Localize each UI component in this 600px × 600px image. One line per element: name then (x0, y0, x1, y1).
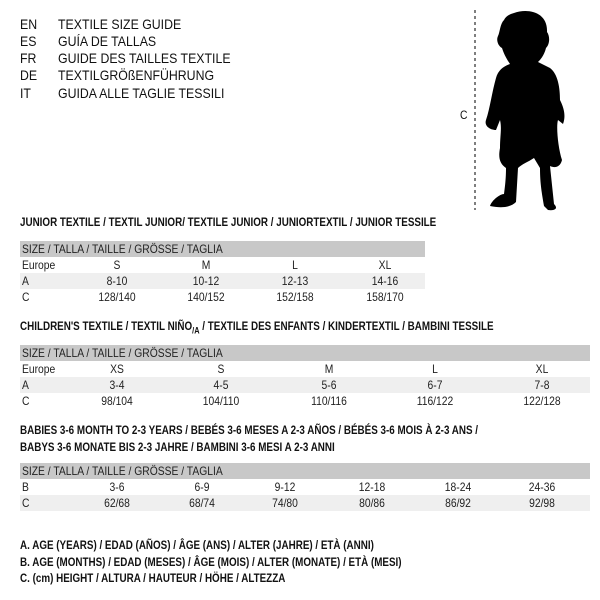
cell: M (324, 362, 334, 376)
legend-item: A. AGE (YEARS) / EDAD (AÑOS) / ÂGE (ANS)… (20, 538, 374, 552)
row-label: Europe (22, 258, 56, 272)
cell: 98/104 (101, 394, 133, 408)
cell: 6-9 (194, 480, 210, 494)
table-row: Europe XS S M L XL (20, 361, 590, 377)
cell: 6-7 (427, 378, 443, 392)
title-text: TEXTILGRÖßENFÜHRUNG (58, 67, 215, 83)
table-row: C 128/140 140/152 152/158 158/170 (20, 289, 425, 305)
header-label: SIZE / TALLA / TAILLE / GRÖSSE / TAGLIA (22, 242, 223, 256)
lang-code: FR (20, 50, 37, 66)
children-size-table: SIZE / TALLA / TAILLE / GRÖSSE / TAGLIA … (20, 345, 590, 409)
measure-label: C (460, 108, 468, 122)
table-row: Europe S M L XL (20, 257, 425, 273)
babies-size-table: SIZE / TALLA / TAILLE / GRÖSSE / TAGLIA … (20, 463, 590, 511)
header-label: SIZE / TALLA / TAILLE / GRÖSSE / TAGLIA (22, 346, 223, 360)
title-text: GUIDA ALLE TAGLIE TESSILI (58, 85, 225, 101)
cell: 8-10 (106, 274, 128, 288)
cell: S (113, 258, 121, 272)
cell: 12-18 (358, 480, 386, 494)
babies-heading-line2: BABYS 3-6 MONATE BIS 2-3 JAHRE / BAMBINI… (20, 440, 335, 454)
cell: 74/80 (272, 496, 298, 510)
cell: 4-5 (213, 378, 229, 392)
cell: XS (110, 362, 124, 376)
cell: S (217, 362, 225, 376)
table-row: A 8-10 10-12 12-13 14-16 (20, 273, 425, 289)
lang-code: ES (20, 33, 37, 49)
children-heading: CHILDREN'S TEXTILE / TEXTIL NIÑO/A / TEX… (20, 319, 494, 336)
lang-code: EN (20, 16, 38, 32)
cell: 116/122 (416, 394, 454, 408)
cell: 3-6 (109, 480, 125, 494)
cell: 140/152 (187, 290, 225, 304)
legend-item: C. (cm) HEIGHT / ALTURA / HAUTEUR / HÖHE… (20, 571, 286, 585)
row-label: C (22, 496, 30, 510)
junior-heading: JUNIOR TEXTILE / TEXTIL JUNIOR/ TEXTILE … (20, 215, 437, 229)
title-text: GUÍA DE TALLAS (58, 33, 157, 49)
junior-size-table: SIZE / TALLA / TAILLE / GRÖSSE / TAGLIA … (20, 241, 425, 305)
cell: 92/98 (529, 496, 555, 510)
row-label: C (22, 394, 30, 408)
cell: 18-24 (444, 480, 472, 494)
cell: M (201, 258, 211, 272)
babies-heading-line1: BABIES 3-6 MONTH TO 2-3 YEARS / BEBÉS 3-… (20, 423, 479, 437)
cell: 7-8 (534, 378, 550, 392)
cell: L (292, 258, 298, 272)
title-text: TEXTILE SIZE GUIDE (58, 16, 182, 32)
title-text: GUIDE DES TAILLES TEXTILE (58, 50, 231, 66)
cell: 10-12 (192, 274, 220, 288)
cell: 110/116 (311, 394, 347, 408)
cell: 122/128 (523, 394, 561, 408)
table-row: C 98/104 104/110 110/116 116/122 122/128 (20, 393, 590, 409)
row-label: A (22, 274, 29, 288)
cell: 12-13 (281, 274, 309, 288)
cell: 62/68 (104, 496, 130, 510)
cell: 3-4 (109, 378, 125, 392)
cell: 24-36 (528, 480, 556, 494)
legend-item: B. AGE (MONTHS) / EDAD (MESES) / ÂGE (MO… (20, 555, 402, 569)
table-row: A 3-4 4-5 5-6 6-7 7-8 (20, 377, 590, 393)
cell: 14-16 (371, 274, 399, 288)
table-header: SIZE / TALLA / TAILLE / GRÖSSE / TAGLIA (20, 463, 590, 479)
cell: 104/110 (202, 394, 240, 408)
cell: 5-6 (321, 378, 337, 392)
cell: XL (378, 258, 392, 272)
row-label: B (22, 480, 29, 494)
row-label: A (22, 378, 29, 392)
cell: 80/86 (359, 496, 385, 510)
table-header: SIZE / TALLA / TAILLE / GRÖSSE / TAGLIA (20, 241, 425, 257)
lang-code: IT (20, 85, 31, 101)
table-row: C 62/68 68/74 74/80 80/86 86/92 92/98 (20, 495, 590, 511)
cell: 152/158 (276, 290, 314, 304)
header-label: SIZE / TALLA / TAILLE / GRÖSSE / TAGLIA (22, 464, 223, 478)
cell: 128/140 (98, 290, 136, 304)
cell: 158/170 (366, 290, 404, 304)
row-label: Europe (22, 362, 56, 376)
table-row: B 3-6 6-9 9-12 12-18 18-24 24-36 (20, 479, 590, 495)
table-header: SIZE / TALLA / TAILLE / GRÖSSE / TAGLIA (20, 345, 590, 361)
child-silhouette-icon (474, 10, 565, 211)
cell: 9-12 (274, 480, 296, 494)
cell: XL (535, 362, 549, 376)
row-label: C (22, 290, 30, 304)
cell: 86/92 (445, 496, 471, 510)
cell: L (432, 362, 438, 376)
lang-code: DE (20, 67, 38, 83)
cell: 68/74 (189, 496, 215, 510)
